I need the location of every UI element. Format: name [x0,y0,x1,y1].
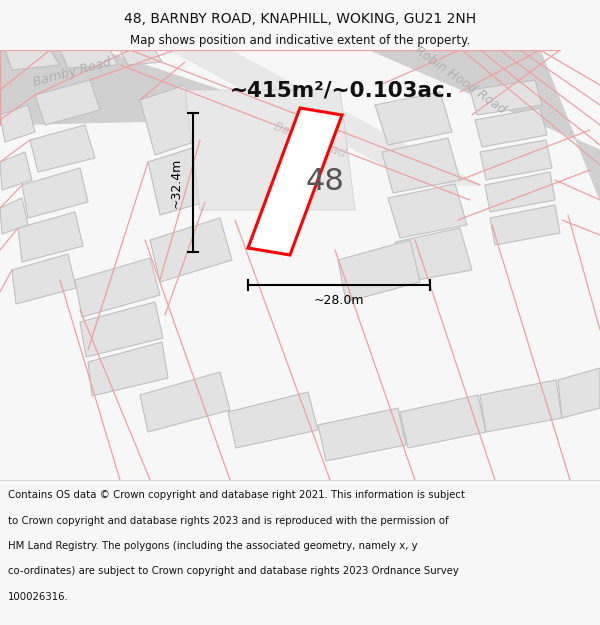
Polygon shape [490,205,560,245]
Text: HM Land Registry. The polygons (including the associated geometry, namely x, y: HM Land Registry. The polygons (includin… [8,541,418,551]
Polygon shape [60,50,118,68]
Polygon shape [120,50,162,65]
Polygon shape [35,80,100,125]
Text: Contains OS data © Crown copyright and database right 2021. This information is : Contains OS data © Crown copyright and d… [8,490,465,500]
Polygon shape [0,198,28,234]
Polygon shape [170,50,480,185]
Polygon shape [0,152,32,190]
Polygon shape [22,168,88,218]
Polygon shape [400,395,486,448]
Polygon shape [558,368,600,418]
Polygon shape [75,258,160,317]
Polygon shape [140,85,200,155]
Polygon shape [12,254,76,304]
Polygon shape [375,92,452,145]
Polygon shape [148,148,205,215]
Text: Barnby Road: Barnby Road [272,120,347,160]
Polygon shape [395,228,472,282]
Polygon shape [5,50,60,70]
Text: ~32.4m: ~32.4m [170,158,183,208]
Polygon shape [370,50,600,200]
Polygon shape [485,172,555,212]
Polygon shape [140,372,230,432]
Polygon shape [248,108,342,255]
Polygon shape [18,212,83,262]
Text: 100026316.: 100026316. [8,592,68,602]
Polygon shape [470,80,542,115]
Polygon shape [480,140,552,180]
Polygon shape [318,408,406,461]
Polygon shape [338,240,420,302]
Polygon shape [228,392,318,448]
Polygon shape [88,342,168,396]
Text: 48: 48 [305,167,344,196]
Text: to Crown copyright and database rights 2023 and is reproduced with the permissio: to Crown copyright and database rights 2… [8,516,448,526]
Polygon shape [475,108,547,147]
Text: ~28.0m: ~28.0m [314,294,364,308]
Polygon shape [185,90,355,210]
Polygon shape [382,138,460,193]
Polygon shape [80,302,163,357]
Text: 48, BARNBY ROAD, KNAPHILL, WOKING, GU21 2NH: 48, BARNBY ROAD, KNAPHILL, WOKING, GU21 … [124,12,476,26]
Polygon shape [150,218,232,282]
Text: Robin Hood Road: Robin Hood Road [412,44,508,116]
Text: Barnby Road: Barnby Road [32,56,112,89]
Text: co-ordinates) are subject to Crown copyright and database rights 2023 Ordnance S: co-ordinates) are subject to Crown copyr… [8,566,458,576]
Text: ~415m²/~0.103ac.: ~415m²/~0.103ac. [230,80,454,100]
Polygon shape [480,380,562,432]
Polygon shape [388,184,467,238]
Text: Map shows position and indicative extent of the property.: Map shows position and indicative extent… [130,34,470,47]
Polygon shape [0,50,220,125]
Polygon shape [30,125,95,172]
Polygon shape [0,105,35,142]
